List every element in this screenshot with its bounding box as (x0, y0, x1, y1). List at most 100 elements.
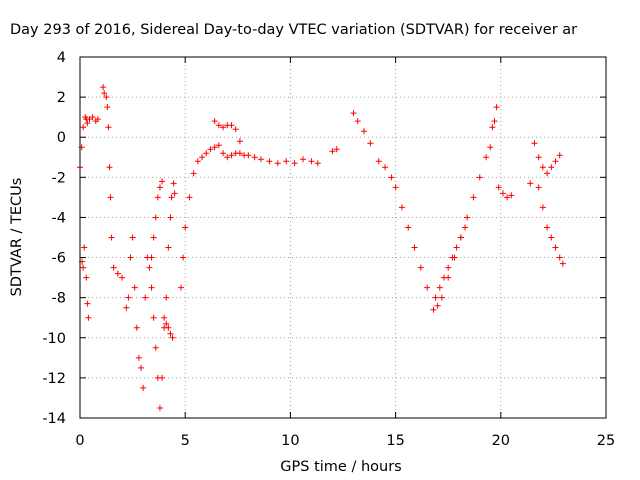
data-point (81, 244, 88, 251)
data-point (119, 274, 126, 281)
data-point (382, 164, 389, 171)
data-point (527, 180, 534, 187)
data-point (148, 254, 155, 261)
data-point (186, 194, 193, 201)
x-tick-label: 0 (75, 433, 84, 449)
data-point (266, 158, 273, 165)
data-point (251, 154, 258, 161)
data-point (329, 148, 336, 155)
data-point (333, 146, 340, 153)
data-point (388, 174, 395, 181)
data-point (165, 244, 172, 251)
data-point (257, 156, 264, 163)
data-point (559, 260, 566, 267)
data-point (274, 160, 281, 167)
data-point (535, 184, 542, 191)
data-point (80, 124, 87, 131)
y-tick-label: -14 (42, 411, 66, 427)
data-point (232, 126, 239, 133)
data-point (203, 150, 210, 157)
data-point (182, 224, 189, 231)
data-point (94, 116, 101, 123)
data-point (283, 158, 290, 165)
data-point (80, 264, 87, 271)
data-point (470, 194, 477, 201)
data-point (180, 254, 187, 261)
y-tick-label: -12 (42, 371, 66, 387)
data-point (100, 84, 107, 91)
data-point (544, 170, 551, 177)
data-point (86, 116, 93, 123)
y-tick-label: -4 (52, 210, 66, 226)
data-point (131, 284, 138, 291)
data-point (491, 118, 498, 125)
data-point (411, 244, 418, 251)
data-points (77, 84, 566, 411)
data-point (224, 154, 231, 161)
data-point (168, 194, 175, 201)
data-point (167, 214, 174, 221)
data-point (535, 154, 542, 161)
data-point (483, 154, 490, 161)
data-point (156, 404, 163, 411)
data-point (169, 334, 176, 341)
data-point (127, 254, 134, 261)
data-point (464, 214, 471, 221)
data-point (106, 164, 113, 171)
data-point (552, 158, 559, 165)
data-point (148, 284, 155, 291)
data-point (163, 320, 170, 327)
data-point (432, 294, 439, 301)
x-tick-label: 15 (386, 433, 404, 449)
chart-title: Day 293 of 2016, Sidereal Day-to-day VTE… (10, 22, 577, 38)
y-tick-label: -10 (42, 331, 66, 347)
data-point (556, 152, 563, 159)
data-point (125, 294, 132, 301)
data-point (207, 146, 214, 153)
data-point (476, 174, 483, 181)
chart-grid (80, 57, 606, 418)
data-point (199, 154, 206, 161)
data-point (236, 138, 243, 145)
data-point (114, 270, 121, 277)
y-tick-label: 4 (57, 50, 66, 66)
data-point (123, 304, 130, 311)
data-point (167, 330, 174, 337)
data-point (495, 184, 502, 191)
data-point (544, 224, 551, 231)
data-point (392, 184, 399, 191)
data-point (142, 294, 149, 301)
data-point (156, 184, 163, 191)
data-point (440, 274, 447, 281)
data-point (140, 384, 147, 391)
data-point (405, 224, 412, 231)
data-point (228, 122, 235, 129)
data-point (84, 120, 91, 127)
data-point (190, 170, 197, 177)
data-point (300, 156, 307, 163)
y-axis-label: SDTVAR / TECUs (9, 178, 25, 297)
data-point (245, 152, 252, 159)
y-tick-label: 2 (57, 90, 66, 106)
data-point (291, 160, 298, 167)
data-point (85, 314, 92, 321)
plot-frame (79, 56, 607, 419)
x-tick-label: 20 (492, 433, 510, 449)
data-point (133, 324, 140, 331)
data-point (163, 294, 170, 301)
data-point (215, 122, 222, 129)
data-point (146, 264, 153, 271)
data-point (220, 150, 227, 157)
data-point (215, 142, 222, 149)
data-point (105, 124, 112, 131)
data-point (445, 264, 452, 271)
data-point (107, 194, 114, 201)
data-point (552, 244, 559, 251)
y-tick-label: -2 (52, 170, 66, 186)
data-point (236, 150, 243, 157)
y-tick-label: -6 (52, 251, 66, 267)
data-point (152, 214, 159, 221)
data-point (83, 274, 90, 281)
